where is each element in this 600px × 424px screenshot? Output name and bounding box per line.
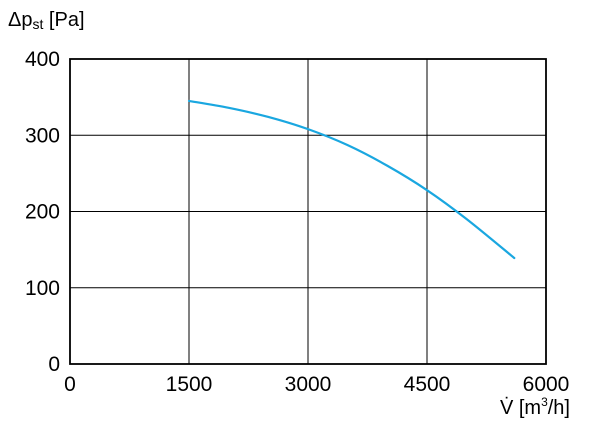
x-tick-label-0: 0 [64, 373, 76, 396]
series-layer [187, 99, 516, 260]
grid-lines [70, 59, 546, 364]
x-tick-label-4500: 4500 [404, 373, 451, 396]
x-tick-labels: 0 1500 3000 4500 6000 [64, 373, 569, 396]
y-tick-label-300: 300 [25, 124, 60, 147]
x-tick-label-3000: 3000 [285, 373, 332, 396]
y-tick-label-0: 0 [48, 353, 60, 376]
plot-area-frame [69, 58, 547, 365]
y-axis-label: Δpst [Pa] [8, 9, 85, 32]
x-tick-label-6000: 6000 [523, 373, 570, 396]
y-tick-labels: 0 100 200 300 400 [25, 48, 60, 376]
y-tick-label-200: 200 [25, 201, 60, 224]
series-line-0 [187, 99, 516, 260]
y-tick-label-100: 100 [25, 277, 60, 300]
x-axis-label: V̇ [m3/h] [500, 395, 570, 419]
x-tick-label-1500: 1500 [166, 373, 213, 396]
y-tick-label-400: 400 [25, 48, 60, 71]
